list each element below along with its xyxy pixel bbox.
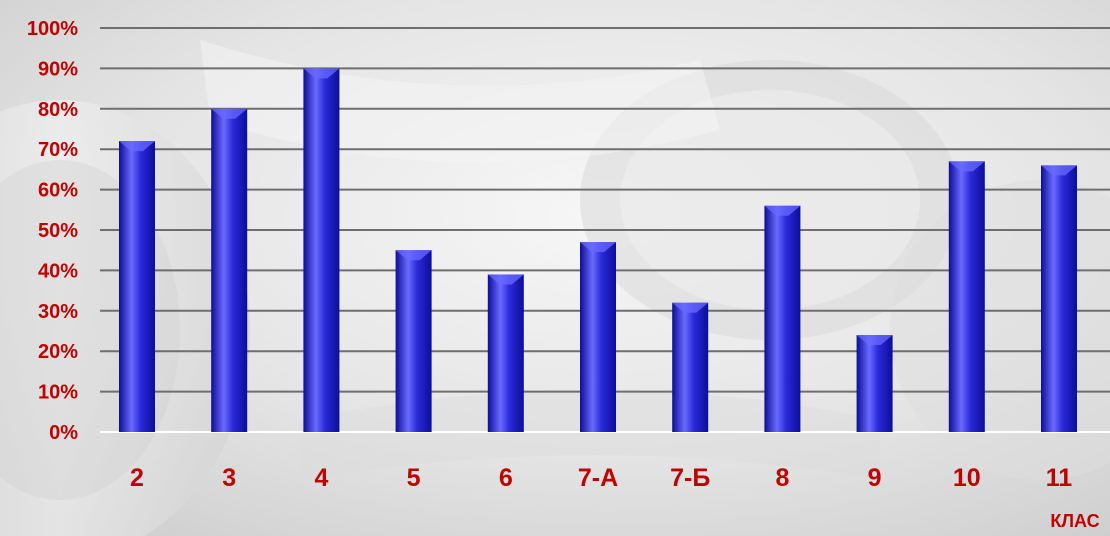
x-tick-label: 10 [953,464,981,492]
y-axis-ticks: 0% 10% 20% 30% 40% 50% 60% 70% 80% 90% 100% [27,18,78,444]
bar-body [211,108,248,433]
bar-body [672,302,709,432]
y-tick-label: 40% [38,260,78,282]
x-tick-label: 4 [314,464,328,492]
bar [303,68,340,433]
x-tick-label: 6 [499,464,513,492]
x-tick-label: 5 [407,464,421,492]
bar [948,161,985,432]
x-tick-label: 2 [130,464,144,492]
bar-cap [764,205,801,216]
bar-body [580,242,616,432]
y-tick-label: 0% [49,422,78,444]
x-tick-label: 9 [868,464,882,492]
bar-cap [580,242,616,253]
bar-cap [303,68,340,79]
x-tick-label: 7-Б [670,464,710,492]
bar [119,141,155,432]
y-tick-label: 10% [38,382,78,404]
bar [856,335,893,432]
bar-body [948,161,985,432]
bar-body [303,68,340,433]
x-axis-label: КЛАС [1050,511,1099,531]
y-tick-label: 80% [38,99,78,121]
bar [764,205,801,432]
bar-cap [856,335,893,346]
bar [580,242,616,432]
bar-cap [119,141,155,152]
bar-cap [948,161,985,172]
bar [672,302,709,432]
bar-body [764,205,801,432]
y-tick-label: 70% [38,139,78,161]
y-tick-label: 30% [38,301,78,323]
bar-body [487,274,524,432]
x-tick-label: 3 [222,464,236,492]
bar-cap [1041,165,1077,176]
bar-cap [672,302,709,313]
bar-cap [211,108,248,119]
bar-cap [395,250,432,261]
bar-body [856,335,893,432]
bar [211,108,248,433]
bar-body [395,250,432,432]
bar [395,250,432,432]
bar-body [119,141,155,432]
bar [487,274,524,432]
x-tick-label: 8 [775,464,789,492]
y-tick-label: 50% [38,220,78,242]
y-tick-label: 20% [38,341,78,363]
bar-cap [487,274,524,285]
x-tick-label: 11 [1046,464,1073,492]
x-tick-label: 7-А [578,464,618,492]
y-tick-label: 60% [38,180,78,202]
y-tick-label: 90% [38,58,78,80]
x-axis-ticks: 2 3 4 5 6 7-А 7-Б 8 9 10 11 [130,464,1072,492]
bar [1041,165,1077,433]
bars [119,68,1077,433]
bar-body [1041,165,1077,433]
y-tick-label: 100% [27,18,78,40]
